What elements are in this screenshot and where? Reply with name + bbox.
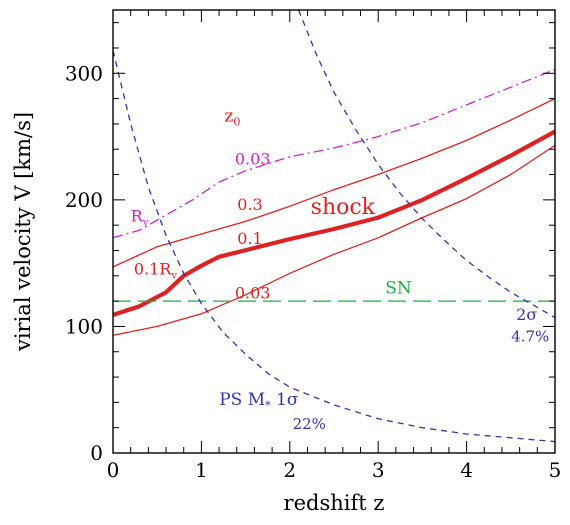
annotation-z0: z0 bbox=[224, 106, 240, 128]
series-rv-upper bbox=[113, 68, 555, 239]
y-tick-label: 300 bbox=[65, 61, 103, 85]
annotation-lab-ps: PS M* 1σ bbox=[219, 390, 299, 412]
series-shock bbox=[113, 129, 555, 317]
annotation-lab-003-top: 0.03 bbox=[235, 149, 271, 168]
annotation-lab-01rv: 0.1Rv bbox=[134, 260, 178, 282]
annotation-lab-2sigma: 2σ bbox=[516, 305, 537, 324]
y-tick-label: 200 bbox=[65, 188, 103, 212]
annotation-lab-22: 22% bbox=[293, 415, 326, 433]
annotations: z0 0.03 Rv 0.3 shock 0.1 0.1Rv 0.03 SN 2σ 4.7% PS M… bbox=[131, 106, 550, 433]
x-tick-label: 5 bbox=[549, 458, 562, 482]
x-axis-label: redshift z bbox=[284, 491, 385, 515]
x-tick-label: 3 bbox=[372, 458, 385, 482]
x-tick-label: 0 bbox=[107, 458, 120, 482]
annotation-lab-003-low: 0.03 bbox=[235, 284, 271, 303]
series-z0-0.03-lower bbox=[113, 144, 555, 336]
y-tick-label: 100 bbox=[65, 314, 103, 338]
annotation-lab-03: 0.3 bbox=[237, 195, 262, 214]
axis-ticks: 0 1 2 3 4 5 0 100 200 300 bbox=[65, 10, 562, 482]
annotation-lab-sn: SN bbox=[385, 279, 412, 299]
series-ps-2sigma bbox=[297, 10, 555, 319]
x-tick-label: 4 bbox=[460, 458, 473, 482]
x-tick-label: 1 bbox=[195, 458, 208, 482]
series-ps-1sigma bbox=[113, 50, 555, 443]
series-lines bbox=[113, 10, 555, 443]
series-z0-0.3 bbox=[113, 98, 555, 268]
x-tick-label: 2 bbox=[283, 458, 296, 482]
y-axis-label: virial velocity V [km/s] bbox=[11, 112, 35, 352]
annotation-lab-rv: Rv bbox=[131, 206, 149, 228]
annotation-lab-shock: shock bbox=[311, 195, 376, 220]
plot-frame bbox=[112, 9, 556, 454]
y-tick-label: 0 bbox=[90, 441, 103, 465]
annotation-lab-01: 0.1 bbox=[237, 229, 262, 248]
annotation-lab-47: 4.7% bbox=[511, 328, 549, 346]
